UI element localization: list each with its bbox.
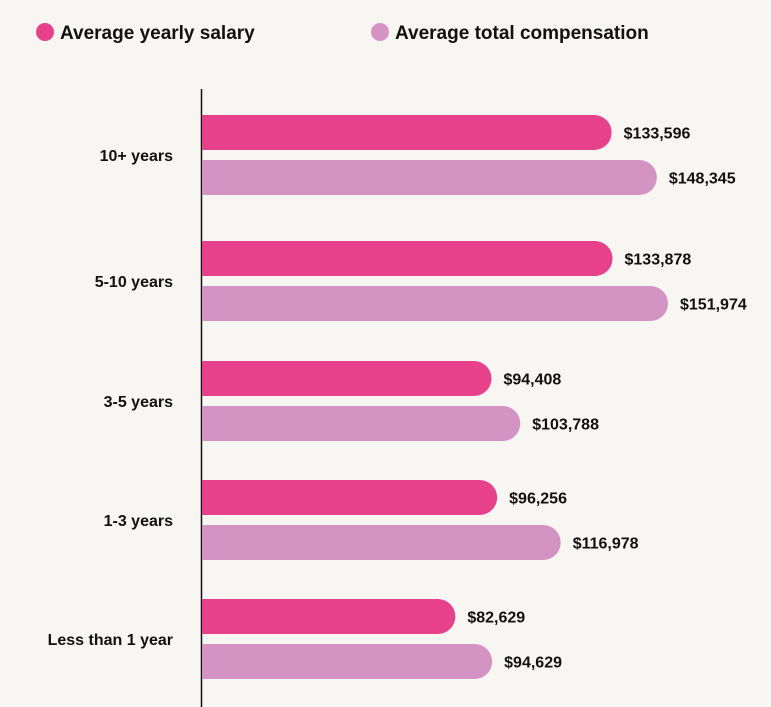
category-label-3-5-years: 3-5 years [104, 394, 173, 411]
bar-average-yearly-salary-10-years [202, 115, 612, 150]
bar-average-yearly-salary-1-3-years [202, 480, 498, 515]
value-labels: $133,596 $148,345 $133,878 $151,974 $94,408 $… [467, 126, 746, 672]
value-label-average-yearly-salary-10-years: $133,596 [624, 126, 691, 143]
value-label-average-yearly-salary-less-than-1-year: $82,629 [467, 610, 525, 627]
category-labels: 10+ years 5-10 years 3-5 years 1-3 years Les… [48, 148, 174, 649]
value-label-average-yearly-salary-1-3-years: $96,256 [509, 491, 567, 508]
bar-average-yearly-salary-3-5-years [202, 361, 492, 396]
bar-average-total-compensation-10-years [202, 160, 657, 195]
legend-marker-average-total-compensation [371, 23, 389, 41]
value-label-average-yearly-salary-5-10-years: $133,878 [625, 252, 692, 269]
bar-average-total-compensation-less-than-1-year [202, 644, 493, 679]
legend-label-average-total-compensation: Average total compensation [395, 23, 649, 44]
bar-average-total-compensation-5-10-years [202, 286, 668, 321]
value-label-average-yearly-salary-3-5-years: $94,408 [503, 372, 561, 389]
bar-average-yearly-salary-5-10-years [202, 241, 613, 276]
category-label-5-10-years: 5-10 years [95, 274, 173, 291]
value-label-average-total-compensation-1-3-years: $116,978 [573, 536, 639, 553]
legend-marker-average-yearly-salary [36, 23, 54, 41]
category-label-10-years: 10+ years [100, 148, 174, 165]
bar-average-total-compensation-1-3-years [202, 525, 561, 560]
value-label-average-total-compensation-less-than-1-year: $94,629 [504, 655, 562, 672]
value-label-average-total-compensation-3-5-years: $103,788 [532, 417, 599, 434]
chart-legend: Average yearly salary Average total comp… [36, 23, 649, 44]
value-label-average-total-compensation-5-10-years: $151,974 [680, 297, 747, 314]
bar-average-total-compensation-3-5-years [202, 406, 521, 441]
category-label-less-than-1-year: Less than 1 year [48, 632, 173, 649]
bars-group [202, 115, 668, 679]
bar-average-yearly-salary-less-than-1-year [202, 599, 456, 634]
value-label-average-total-compensation-10-years: $148,345 [669, 171, 736, 188]
legend-label-average-yearly-salary: Average yearly salary [60, 23, 255, 44]
category-label-1-3-years: 1-3 years [104, 513, 173, 530]
